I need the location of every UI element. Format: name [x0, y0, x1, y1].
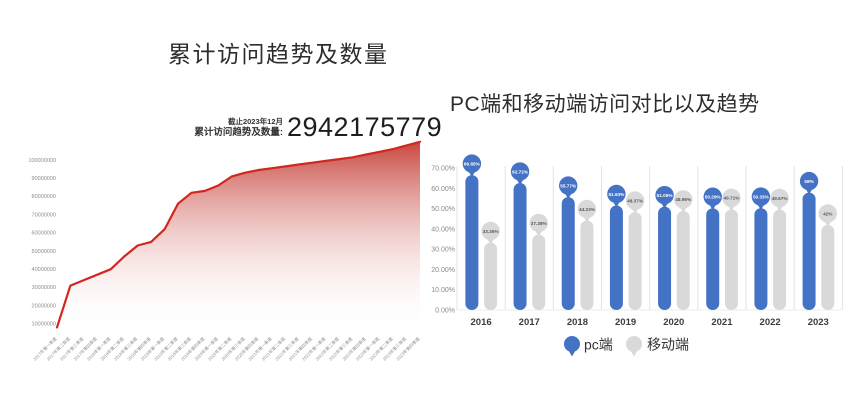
area-fill: [57, 141, 420, 332]
bar-pc-2016: [465, 175, 479, 310]
right-chart-title: PC端和移动端访问对比以及趋势: [450, 93, 760, 116]
value-bubble-pc-2019: [607, 184, 626, 204]
year-label: 2023: [808, 317, 829, 328]
y-axis-tick-label: 30000000: [32, 285, 56, 291]
value-bubble-label: 44.23%: [579, 207, 596, 212]
value-bubble-label: 66.65%: [464, 161, 481, 166]
legend-pc-icon: [564, 336, 580, 352]
value-bubble-pc-2016: [462, 154, 482, 173]
value-bubble-mobile-2016: [481, 221, 500, 241]
y-axis-tick-label: 100000000: [28, 158, 56, 164]
bar-mobile-2021: [724, 209, 738, 310]
y-axis-tick-label: 50000000: [32, 249, 56, 255]
y-axis-tick-label: 70.00%: [431, 166, 455, 173]
value-bubble-label: 49.71%: [723, 196, 740, 201]
value-bubble-pc-2020: [655, 185, 674, 205]
left-chart-title: 累计访问趋势及数量: [168, 41, 389, 67]
year-label: 2021: [711, 317, 733, 328]
value-bubble-label: 58%: [804, 179, 814, 184]
value-bubble-label: 48.95%: [675, 197, 692, 202]
bar-pc-2022: [754, 208, 768, 310]
y-axis-tick-label: 60.00%: [431, 186, 455, 193]
legend-pc-icon: [568, 350, 576, 357]
value-bubble-pc-2017: [510, 162, 530, 181]
value-bubble-label: 51.05%: [657, 193, 674, 198]
value-bubble-pc-2022: [751, 187, 771, 206]
bar-mobile-2018: [580, 220, 594, 310]
value-bubble-label: 55.77%: [560, 183, 577, 188]
value-bubble-pc-2023: [799, 171, 819, 191]
value-bubble-mobile-2022: [770, 188, 789, 208]
y-axis-tick-label: 40.00%: [431, 226, 455, 233]
trend-line: [55, 140, 422, 329]
pc-mobile-lollipop-chart: 70.00% 60.00% 50.00% 40.00% 30.00% 20.00% 10.0…: [431, 154, 843, 357]
year-label: 2016: [471, 317, 492, 328]
year-label: 2022: [760, 317, 781, 328]
value-bubble-label: 42%: [823, 211, 833, 216]
bar-mobile-2022: [773, 209, 787, 310]
year-label: 2020: [663, 317, 684, 328]
bar-pc-2017: [513, 183, 527, 310]
bar-pc-2023: [802, 192, 816, 310]
value-bubble-mobile-2021: [722, 188, 741, 208]
y-axis-tick-label: 10.00%: [431, 287, 455, 294]
value-bubble-mobile-2017: [529, 213, 548, 233]
year-label: 2019: [615, 317, 636, 328]
y-axis-tick-label: 20.00%: [431, 267, 455, 274]
value-bubble-label: 62.72%: [512, 169, 529, 174]
y-axis-tick-label: 70000000: [32, 212, 56, 218]
y-axis-tick-label: 0.00%: [435, 307, 455, 314]
bar-pc-2020: [658, 206, 672, 310]
legend-mobile-label: 移动端: [647, 337, 689, 353]
total-annotation: 截止2023年12月 累计访问趋势及数量:: [100, 117, 283, 139]
bar-pc-2021: [706, 208, 720, 310]
y-axis-tick-label: 80000000: [32, 194, 56, 200]
bar-pc-2018: [561, 197, 575, 310]
value-bubble-label: 50.33%: [753, 194, 770, 199]
bar-mobile-2020: [676, 210, 690, 310]
as-of-date-note: 截止2023年12月: [227, 117, 283, 126]
total-visits-value: 2942175779: [287, 112, 443, 142]
value-bubble-label: 50.29%: [705, 195, 722, 200]
bar-mobile-2023: [821, 224, 835, 310]
y-axis-tick-label: 60000000: [32, 231, 56, 237]
value-bubble-mobile-2023: [818, 204, 837, 223]
value-bubble-mobile-2018: [577, 199, 597, 219]
value-bubble-mobile-2020: [674, 190, 693, 209]
year-label: 2018: [567, 317, 588, 328]
x-axis-tick-label: 2023年第四季度: [395, 335, 422, 362]
y-axis-tick-label: 90000000: [32, 176, 56, 182]
y-axis-tick-label: 50.00%: [431, 206, 455, 213]
y-axis-tick-label: 10000000: [32, 322, 56, 328]
legend-mobile-icon: [630, 350, 638, 357]
y-axis-tick-label: 40000000: [32, 267, 56, 273]
value-bubble-mobile-2019: [625, 191, 645, 210]
bar-mobile-2017: [532, 234, 546, 310]
value-bubble-label: 49.67%: [772, 196, 789, 201]
value-bubble-label: 51.63%: [608, 192, 625, 197]
y-axis-tick-label: 20000000: [32, 303, 56, 309]
value-bubble-label: 48.37%: [627, 198, 644, 203]
y-axis-tick-label: 30.00%: [431, 247, 455, 254]
total-label: 累计访问趋势及数量:: [194, 126, 283, 138]
bar-mobile-2016: [484, 242, 498, 310]
legend-pc-label: pc端: [584, 337, 613, 353]
value-bubble-label: 33.35%: [483, 229, 500, 234]
bar-pc-2019: [609, 205, 623, 310]
legend-mobile-icon: [626, 336, 642, 352]
year-label: 2017: [519, 317, 540, 328]
cumulative-area-chart: 100000000 90000000 80000000 70000000 6000000…: [28, 140, 422, 362]
value-bubble-pc-2021: [703, 187, 722, 206]
bar-mobile-2019: [628, 212, 642, 310]
value-bubble-label: 37.28%: [531, 221, 548, 226]
value-bubble-pc-2018: [559, 176, 578, 195]
